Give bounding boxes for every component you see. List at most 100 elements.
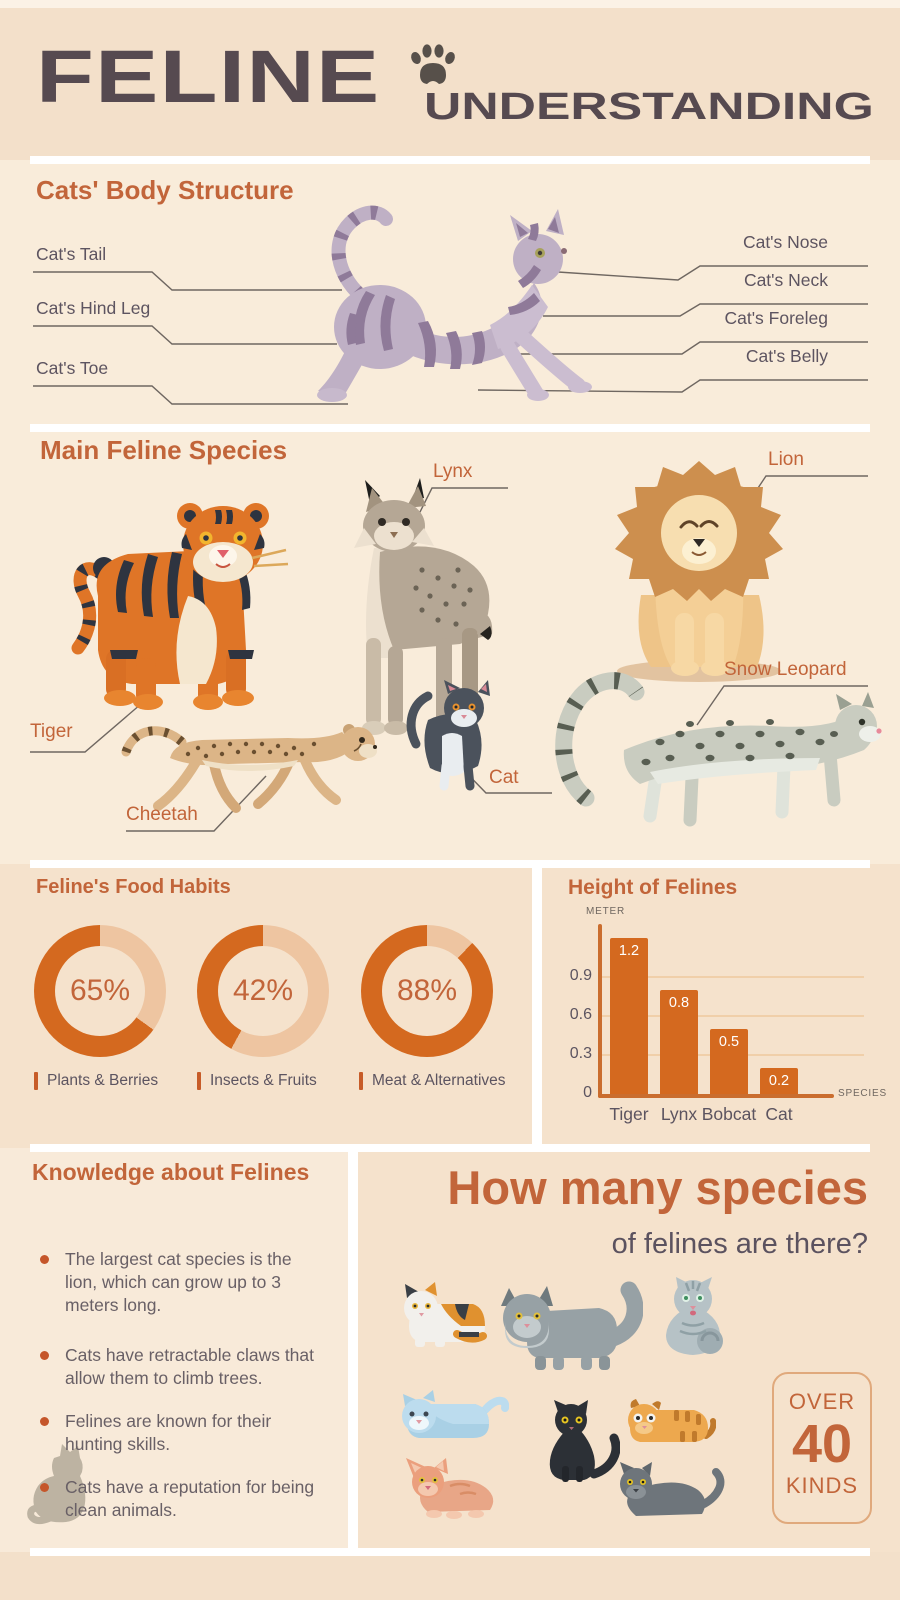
section-title-knowledge: Knowledge about Felines xyxy=(32,1159,310,1185)
panel-gutter xyxy=(348,1148,358,1552)
how-many-subtitle: of felines are there? xyxy=(611,1228,868,1260)
x-tick-label: Cat xyxy=(765,1104,793,1124)
legend-marker xyxy=(197,1072,201,1090)
label-cats-nose: Cat's Nose xyxy=(742,232,828,252)
bar-bobcat: 0.5 xyxy=(710,1029,748,1094)
header-band: FELINE UNDERSTANDING xyxy=(0,0,900,160)
section-title-species: Main Feline Species xyxy=(40,435,288,465)
lion-illustration xyxy=(615,461,783,682)
fact-item: Felines are known for their hunting skil… xyxy=(40,1410,322,1456)
separator xyxy=(30,1548,870,1556)
donut-hole xyxy=(382,946,472,1036)
cat-illustration xyxy=(406,680,490,791)
label-cats-toe: Cat's Toe xyxy=(36,358,109,378)
section-height-chart: Height of Felines METER SPECIES 0 0.3 0.6 0… xyxy=(542,864,900,1148)
donut-value-meat: 88% xyxy=(396,974,458,1007)
gray-cat-icon xyxy=(620,1462,725,1516)
x-axis-label: SPECIES xyxy=(838,1088,887,1099)
cat-silhouette-icon xyxy=(27,1444,86,1525)
top-strip xyxy=(0,0,900,8)
separator xyxy=(30,860,870,868)
section-main-species: Main Feline Species xyxy=(0,428,900,864)
bar-cat: 0.2 xyxy=(760,1068,798,1094)
legend-insects-fruits: Insects & Fruits xyxy=(197,1072,317,1090)
badge-number: 40 xyxy=(791,1414,853,1474)
x-tick-label: Lynx xyxy=(660,1104,698,1124)
y-tick-label: 0.6 xyxy=(569,1006,592,1023)
bullet-icon xyxy=(40,1255,49,1264)
x-tick-label: Tiger xyxy=(609,1104,649,1124)
section-knowledge: Knowledge about Felines The largest cat … xyxy=(0,1148,348,1552)
badge-over-text: OVER xyxy=(788,1389,856,1414)
label-cats-hind-leg: Cat's Hind Leg xyxy=(36,298,151,318)
snow-leopard-illustration xyxy=(555,672,882,827)
separator xyxy=(30,424,870,432)
legend-label: Plants & Berries xyxy=(47,1072,159,1089)
section-title-body-structure: Cats' Body Structure xyxy=(36,175,294,205)
blue-cat-icon xyxy=(402,1390,509,1438)
cheetah-illustration xyxy=(121,724,377,813)
section-title-height: Height of Felines xyxy=(568,876,738,899)
species-label-cat: Cat xyxy=(489,767,519,788)
bar-lynx: 0.8 xyxy=(660,990,698,1094)
fact-item: Cats have retractable claws that allow t… xyxy=(40,1344,322,1390)
species-label-snow-leopard: Snow Leopard xyxy=(724,659,847,680)
donut-meat-alternatives: 88% xyxy=(361,925,493,1057)
tiger-illustration xyxy=(71,503,289,710)
legend-meat-alternatives: Meat & Alternatives xyxy=(359,1072,506,1090)
donut-hole xyxy=(55,946,145,1036)
fact-text: Cats have retractable claws that allow t… xyxy=(65,1345,315,1388)
section-title-food-habits: Feline's Food Habits xyxy=(36,876,231,898)
badge-kinds-text: KINDS xyxy=(785,1473,859,1499)
label-cats-neck: Cat's Neck xyxy=(743,270,828,290)
donut-hole xyxy=(218,946,308,1036)
label-cats-belly: Cat's Belly xyxy=(745,346,828,366)
donut-insects-fruits: 42% xyxy=(197,925,329,1057)
section-how-many: How many species of felines are there? xyxy=(358,1148,900,1552)
page-subtitle: UNDERSTANDING xyxy=(424,86,874,128)
separator xyxy=(30,1144,870,1152)
paw-icon xyxy=(411,44,455,84)
donut-value-plants: 65% xyxy=(69,974,131,1007)
fact-text: Cats have a reputation for being clean a… xyxy=(65,1477,315,1520)
label-cats-tail: Cat's Tail xyxy=(36,244,107,264)
orange-tabby-icon xyxy=(628,1399,716,1442)
x-axis xyxy=(598,1094,834,1098)
legend-label: Meat & Alternatives xyxy=(372,1072,506,1089)
y-tick-label: 0 xyxy=(583,1084,592,1101)
section-food-habits: Feline's Food Habits 65% 42% 88% Plants … xyxy=(0,864,532,1148)
section-body-structure: Cats' Body Structure xyxy=(0,160,900,428)
species-label-tiger: Tiger xyxy=(30,721,73,742)
how-many-title: How many species xyxy=(447,1161,868,1214)
species-label-lion: Lion xyxy=(768,449,804,470)
y-tick-label: 0.3 xyxy=(569,1045,592,1062)
footer-band xyxy=(0,1552,900,1600)
bar-tiger: 1.2 xyxy=(610,938,648,1094)
y-axis xyxy=(598,924,602,1098)
bullet-icon xyxy=(40,1351,49,1360)
species-label-cheetah: Cheetah xyxy=(126,804,198,825)
species-label-lynx: Lynx xyxy=(433,461,473,482)
fact-text: The largest cat species is the lion, whi… xyxy=(65,1249,292,1315)
donut-value-insects: 42% xyxy=(232,974,294,1007)
y-axis-label: METER xyxy=(586,906,625,917)
fact-item: Cats have a reputation for being clean a… xyxy=(40,1476,322,1522)
legend-marker xyxy=(34,1072,38,1090)
legend-marker xyxy=(359,1072,363,1090)
panel-gutter xyxy=(532,864,542,1148)
separator xyxy=(30,156,870,164)
legend-plants-berries: Plants & Berries xyxy=(34,1072,158,1090)
maine-coon-icon xyxy=(501,1281,643,1370)
y-tick-label: 0.9 xyxy=(569,967,592,984)
label-cats-foreleg: Cat's Foreleg xyxy=(724,308,828,328)
cat-anatomy-illustration xyxy=(317,205,592,402)
donut-plants-berries: 65% xyxy=(34,925,166,1057)
fact-text: Felines are known for their hunting skil… xyxy=(65,1411,272,1454)
bar-chart: METER SPECIES 0 0.3 0.6 0.9 1.2 Tiger 0.8 Lynx 0… xyxy=(542,864,900,1148)
pink-cat-icon xyxy=(406,1458,494,1519)
x-tick-label: Bobcat xyxy=(701,1104,757,1124)
bullet-icon xyxy=(40,1417,49,1426)
black-cat-icon xyxy=(549,1400,620,1482)
over-40-kinds-badge: OVER 40 KINDS xyxy=(772,1372,872,1524)
